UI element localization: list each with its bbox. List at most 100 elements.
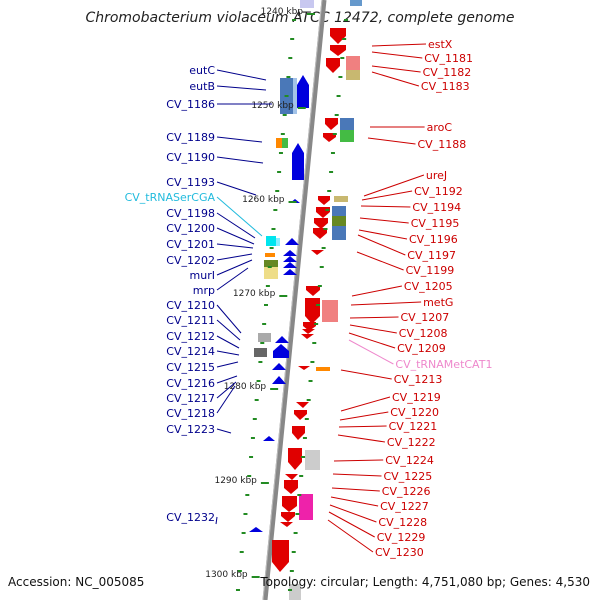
label-leader-line [216,212,256,239]
feature-arrow [292,426,305,440]
feature-arrow [325,118,338,130]
feature-arrow [283,269,297,275]
gene-label-right: CV_1205 [404,280,453,293]
label-leader-line [348,339,394,365]
label-leader-line [216,69,267,81]
feature-arrow [301,334,314,339]
gene-label-left: CV_1215 [166,361,215,374]
label-leader-line [216,196,263,237]
gene-label-left: eutB [189,80,215,93]
feature-arrow [272,376,286,384]
kbp-tick-label: 1240 kbp [261,7,304,17]
feature-box [293,78,297,114]
feature-box [258,333,271,342]
gene-label-right: CV_1222 [387,436,436,449]
gene-label-right: CV_tRNAMetCAT1 [395,358,492,371]
kbp-tick-label: 1250 kbp [251,101,294,111]
genome-summary-text: Topology: circular; Length: 4,751,080 bp… [260,575,590,589]
gene-label-right: CV_1229 [377,531,426,544]
feature-arrow [303,322,316,331]
gene-features [249,0,362,600]
feature-arrow [305,298,320,324]
accession-text: Accession: NC_005085 [8,575,145,589]
feature-box [264,267,278,279]
feature-arrow [313,228,327,239]
gene-label-left: CV_1232 [166,511,215,524]
gene-label-right: CV_1207 [401,311,450,324]
label-leader-line [215,516,218,525]
label-leader-line [340,369,392,380]
gene-label-right: estX [428,38,453,51]
label-leader-line [329,504,377,523]
label-leader-line [358,229,408,240]
label-leader-line [367,137,416,145]
gene-label-right: CV_1199 [406,264,455,277]
feature-arrow [330,45,346,56]
label-leader-line [332,473,382,477]
feature-box [322,300,338,322]
gene-label-left: CV_1190 [166,151,215,164]
label-leader-line [216,335,240,349]
gene-label-left: CV_1214 [166,345,215,358]
feature-box [350,0,362,6]
feature-box [299,494,313,520]
gene-label-right: CV_1182 [423,66,472,79]
feature-box [276,238,280,246]
gene-label-right: CV_1219 [392,391,441,404]
label-leader-line [216,259,253,276]
label-leader-line [363,174,425,197]
label-leader-line [351,285,402,297]
gene-label-left: eutC [189,64,215,77]
gene-label-left: murI [190,269,215,282]
label-leader-line [216,243,254,249]
feature-arrow [297,75,309,108]
feature-box [332,216,346,226]
label-leader-line [337,434,385,443]
kbp-tick-label: 1300 kbp [205,570,248,580]
feature-arrow [302,329,315,334]
gene-label-right: CV_1225 [384,470,433,483]
feature-arrow [288,448,302,470]
feature-box [332,206,346,216]
feature-box [316,367,330,371]
label-leader-line [216,381,237,399]
label-leader-line [340,396,391,412]
gene-label-left: CV_1218 [166,407,215,420]
feature-arrow [273,344,289,358]
label-leader-line [359,217,409,224]
tick-layer: 1240 kbp 1250 kbp 1260 kbp 1270 kbp 1280 kbp… [205,7,349,591]
kbp-tick-label: 1280 kbp [224,382,267,392]
label-leader-line [328,511,375,538]
gene-label-left: CV_1202 [166,254,215,267]
feature-arrow [306,286,320,296]
label-leader-line [371,65,421,73]
feature-arrow [311,250,324,255]
gene-label-right: CV_1209 [397,342,446,355]
feature-box [264,260,278,267]
feature-arrow [284,480,298,494]
label-leader-line [330,496,379,507]
feature-box [265,253,275,257]
feature-box [332,226,346,240]
gene-label-left: CV_1223 [166,423,215,436]
feature-box [276,138,282,148]
genome-backbone-highlight [262,0,323,600]
feature-arrow [280,522,293,527]
feature-arrow [249,527,263,532]
label-leader-line [327,519,374,553]
feature-arrow [323,133,336,142]
gene-label-right: CV_1188 [418,138,467,151]
label-leader-line [216,304,242,334]
label-leader-line [216,361,239,368]
feature-arrow [283,250,297,256]
label-leader-line [356,251,404,271]
feature-box [266,236,276,246]
feature-arrow [292,143,304,180]
label-leader-line [216,319,241,341]
feature-arrow [285,474,298,480]
kbp-tick-label: 1260 kbp [242,195,285,205]
label-leader-line [216,428,232,434]
label-leader-line [349,324,397,334]
